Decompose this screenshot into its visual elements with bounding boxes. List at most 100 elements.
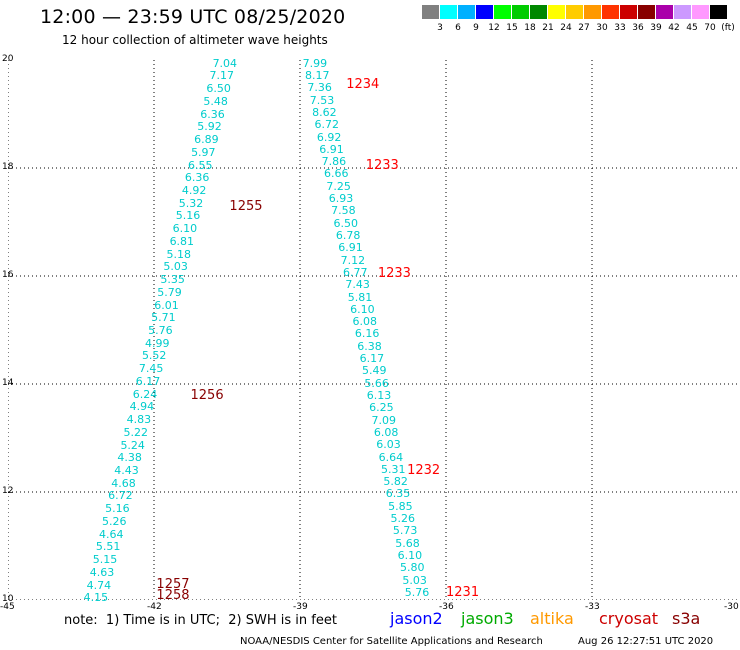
credit-line: NOAA/NESDIS Center for Satellite Applica…	[240, 636, 543, 647]
wave-height-value: 6.77	[343, 265, 368, 279]
color-scale-label: 27	[578, 23, 590, 33]
color-scale-label: 33	[614, 23, 626, 33]
wave-height-value: 5.03	[402, 573, 427, 587]
color-scale-unit: (ft)	[721, 23, 735, 33]
wave-height-value: 8.17	[304, 69, 330, 82]
wave-height-value: 6.01	[154, 298, 179, 312]
x-tick-label: -33	[585, 602, 600, 612]
wave-height-value: 5.16	[105, 502, 130, 516]
wave-height-value: 6.35	[385, 487, 411, 501]
wave-height-value: 4.83	[126, 413, 152, 427]
color-scale-label: 15	[506, 23, 518, 33]
wave-height-value: 6.72	[314, 118, 339, 132]
wave-height-value: 6.92	[316, 130, 342, 144]
wave-height-value: 7.99	[302, 56, 328, 70]
color-swatch	[458, 5, 475, 19]
wave-height-value: 7.12	[340, 253, 366, 267]
legend-altika: altika	[530, 609, 574, 628]
color-swatch	[620, 5, 637, 19]
page-subtitle: 12 hour collection of altimeter wave hei…	[62, 33, 328, 47]
pass-number-label: 1234	[346, 77, 380, 93]
footer-note: note: 1) Time is in UTC; 2) SWH is in fe…	[64, 613, 337, 628]
color-swatch	[548, 5, 565, 19]
y-tick-label: 10	[2, 594, 14, 604]
wave-height-value: 5.80	[400, 561, 425, 575]
wave-height-value: 5.24	[120, 438, 145, 452]
color-swatch	[422, 5, 439, 19]
color-swatch	[476, 5, 493, 19]
color-scale-label: 42	[668, 23, 680, 33]
wave-height-value: 7.25	[326, 179, 351, 193]
wave-height-value: 7.45	[138, 362, 164, 376]
wave-height-value: 6.91	[319, 142, 344, 156]
color-swatch	[494, 5, 511, 19]
x-tick-label: -42	[147, 602, 162, 612]
color-scale-label: 9	[473, 23, 479, 33]
wave-height-value: 4.68	[111, 476, 136, 490]
wave-height-value: 5.92	[197, 120, 222, 134]
y-tick-label: 16	[2, 270, 14, 280]
color-scale-label: 39	[650, 23, 662, 33]
color-scale-label: 45	[686, 23, 698, 33]
color-swatch	[512, 5, 529, 19]
wave-height-value: 5.26	[390, 512, 416, 526]
wave-height-value: 4.63	[89, 565, 115, 579]
wave-height-value: 5.68	[395, 536, 420, 550]
color-scale-label: 3	[437, 23, 443, 33]
wave-height-value: 6.25	[369, 401, 394, 415]
x-tick-label: -36	[439, 602, 454, 612]
wave-height-value: 7.86	[321, 155, 347, 169]
wave-height-value: 6.10	[172, 222, 198, 236]
pass-number-label: 1233	[377, 266, 411, 282]
legend-jason2: jason2	[390, 609, 443, 628]
color-scale-label: 24	[560, 23, 572, 33]
wave-height-value: 6.72	[108, 489, 133, 503]
wave-height-value: 5.82	[383, 475, 408, 489]
wave-height-value: 4.92	[181, 183, 207, 197]
wave-height-value: 6.17	[135, 374, 161, 388]
color-scale-label: 12	[488, 23, 500, 33]
y-tick-label: 20	[2, 54, 14, 64]
pass-number-label: 1232	[407, 463, 441, 479]
color-swatch	[440, 5, 457, 19]
wave-height-value: 6.36	[184, 171, 210, 185]
wave-height-value: 5.52	[141, 349, 167, 363]
color-swatch	[656, 5, 673, 19]
wave-height-value: 6.66	[323, 167, 349, 181]
wave-height-value: 5.66	[364, 376, 389, 390]
wave-height-value: 6.55	[188, 158, 213, 172]
pass-number-label: 1231	[446, 584, 480, 600]
color-swatch	[674, 5, 691, 19]
color-scale-label: 6	[455, 23, 461, 33]
wave-height-value: 5.79	[157, 285, 182, 299]
wave-height-value: 6.03	[376, 438, 401, 452]
wave-height-value: 5.26	[102, 514, 127, 528]
wave-height-value: 5.97	[191, 145, 216, 159]
wave-height-value: 6.36	[200, 107, 225, 121]
wave-height-value: 5.73	[392, 524, 418, 538]
legend-jason3: jason3	[461, 609, 514, 628]
wave-height-value: 6.93	[328, 192, 354, 206]
wave-height-value: 7.17	[209, 69, 234, 83]
wave-height-value: 6.89	[194, 133, 219, 147]
wave-height-value: 4.64	[98, 527, 124, 541]
wave-height-value: 7.09	[371, 413, 397, 427]
wave-height-value: 5.85	[388, 499, 413, 513]
wave-height-value: 5.81	[347, 290, 373, 304]
wave-height-value: 6.50	[206, 82, 231, 96]
color-swatch	[602, 5, 619, 19]
grid-lines	[8, 60, 738, 600]
color-swatch	[710, 5, 727, 19]
wave-height-value: 7.04	[212, 56, 238, 70]
page-title: 12:00 — 23:59 UTC 08/25/2020	[40, 6, 346, 28]
color-scale-label: 30	[596, 23, 608, 33]
map-plot-area	[8, 60, 738, 600]
y-tick-label: 18	[2, 162, 14, 172]
wave-height-value: 7.53	[309, 93, 335, 107]
color-swatch	[638, 5, 655, 19]
pass-number-label: 1258	[156, 587, 190, 603]
color-scale-label: 36	[632, 23, 644, 33]
wave-height-value: 5.48	[203, 94, 228, 108]
wave-height-value: 7.43	[345, 278, 370, 292]
wave-height-value: 5.49	[362, 364, 387, 378]
